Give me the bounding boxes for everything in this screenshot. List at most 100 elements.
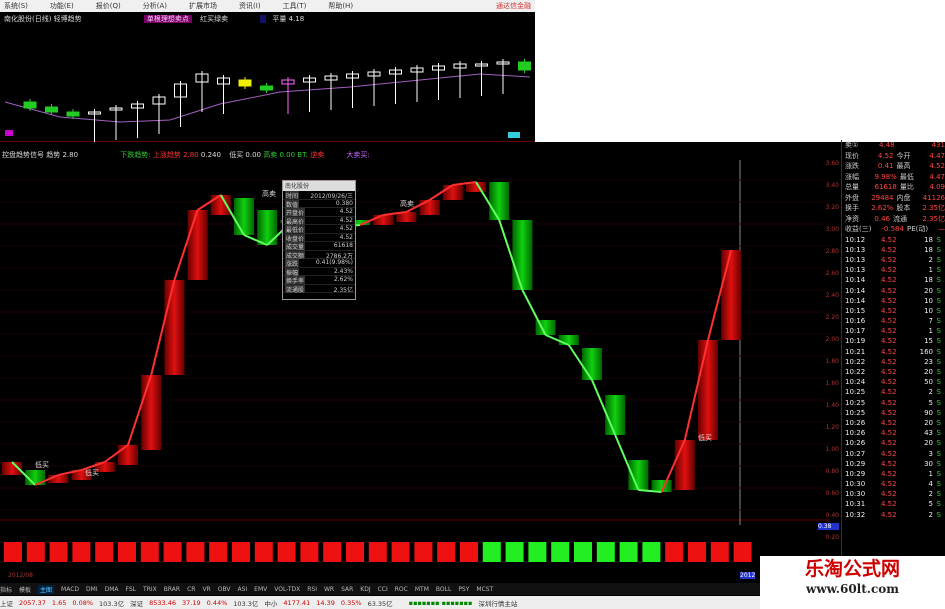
- tick-flag: S: [936, 408, 941, 417]
- tick-cell: 10:21: [845, 347, 866, 356]
- indicator-tab[interactable]: MCST: [476, 585, 494, 593]
- data-popup[interactable]: 南化股份 时间 2012/09/26/三 数值 0.380 开盘价 4.52 最高价 4.52…: [282, 180, 356, 300]
- server-name[interactable]: 深圳行情主站: [478, 599, 518, 608]
- main-indicator-chart[interactable]: 低买 低买 高卖 高卖 低买: [0, 160, 830, 525]
- up-bar: [442, 185, 463, 200]
- tick-cell: 4.52: [881, 439, 897, 448]
- quote-cell: 净资: [845, 214, 859, 223]
- down-bar: [628, 460, 649, 490]
- quote-cell: 4.52: [929, 162, 945, 171]
- tick-row: 10:13 4.52 18 S: [845, 245, 945, 255]
- daily-kline-chart[interactable]: 南化股份(日线) 轻博趋势 单根理想卖点 红买绿卖 平量 4.18: [0, 12, 535, 144]
- tick-flag: S: [936, 347, 941, 356]
- indicator-tab[interactable]: VR: [202, 585, 211, 593]
- menu-item[interactable]: 资讯(I): [239, 2, 261, 10]
- status-item: 103.3亿: [99, 599, 125, 608]
- indicator-tab[interactable]: CR: [187, 585, 196, 593]
- axis-label: 3.20: [825, 204, 839, 211]
- indicator-tab[interactable]: BOLL: [435, 585, 452, 593]
- trend-line-segment: [219, 194, 245, 236]
- tick-row: 10:26 4.52 20 S: [845, 418, 945, 428]
- quote-cell: 涨跌: [845, 162, 859, 171]
- indicator-tab[interactable]: RSI: [307, 585, 317, 593]
- indicator-tab[interactable]: DMI: [86, 585, 98, 593]
- popup-value: 0.41(9.98%): [315, 259, 353, 266]
- trend-line-segment: [475, 181, 501, 221]
- popup-row: 换手率 2.62%: [283, 276, 355, 285]
- indicator-tab[interactable]: OBV: [217, 585, 231, 593]
- tick-cell: 10: [924, 306, 933, 315]
- tick-cell: 50: [924, 378, 933, 387]
- tick-cell: 5: [928, 398, 933, 407]
- axis-marker: 0.38: [818, 523, 839, 530]
- tick-cell: 4.52: [881, 408, 897, 417]
- indicator-tab[interactable]: DMA: [104, 585, 119, 593]
- top-candle: [88, 111, 101, 115]
- quote-cell: 4.47: [929, 172, 945, 181]
- buy-signal-block: [72, 542, 91, 562]
- indicator-tab[interactable]: TRIX: [143, 585, 157, 593]
- indicator-tab[interactable]: FSL: [125, 585, 137, 593]
- indicator-tab[interactable]: 模板: [19, 586, 32, 594]
- buy-signal-block: [346, 542, 364, 562]
- indicator-tab[interactable]: ASI: [237, 585, 248, 593]
- axis-label: 1.00: [825, 446, 839, 453]
- popup-row: 振幅 2.43%: [283, 267, 355, 277]
- indicator-tab[interactable]: SAR: [341, 585, 354, 593]
- quote-cell: 0.41: [877, 162, 894, 171]
- indicator-tab[interactable]: WR: [323, 585, 335, 593]
- top-candle: [260, 85, 273, 91]
- menu-item[interactable]: 功能(E): [49, 2, 74, 10]
- tick-cell: 10:19: [845, 337, 866, 346]
- tick-row: 10:25 4.52 2 S: [845, 387, 945, 397]
- menu-item[interactable]: 分析(A): [142, 2, 168, 10]
- tick-cell: 4.52: [881, 317, 897, 326]
- quote-row: 涨幅 9.98% 最低 4.47: [845, 172, 945, 183]
- indicator-tab[interactable]: 主图: [38, 584, 55, 594]
- menu-item[interactable]: 扩展市场: [189, 2, 218, 10]
- indicator-tab[interactable]: ROC: [394, 585, 408, 593]
- indicator-big: 大卖买:: [346, 151, 370, 159]
- indicator-tab[interactable]: 指标: [0, 586, 13, 594]
- indicator-tab[interactable]: PSY: [458, 585, 470, 593]
- trend-line-segment: [405, 199, 431, 213]
- indicator-tab[interactable]: BRAR: [163, 585, 181, 593]
- indicator-header: 控盘趋势信号 趋势 2.80 下跌趋势: 上涨趋势 2.80 0.240 低买 …: [2, 150, 370, 160]
- quote-cell: 内盘: [896, 193, 911, 202]
- tick-flag: S: [936, 266, 941, 275]
- sell-signal-block: [596, 542, 615, 562]
- indicator-tab[interactable]: KDJ: [360, 585, 371, 593]
- menu-item[interactable]: 工具(T): [282, 2, 307, 10]
- indicator-tab[interactable]: MTM: [414, 585, 429, 593]
- up-bar: [118, 445, 138, 465]
- top-candle: [45, 106, 58, 113]
- menu-item[interactable]: 帮助(H): [328, 2, 354, 10]
- tick-cell: 10:12: [845, 235, 866, 244]
- tick-row: 10:25 4.52 90 S: [845, 408, 945, 418]
- tick-cell: 7: [928, 317, 933, 326]
- axis-label: 0.80: [825, 468, 839, 475]
- signal-label: 高卖: [400, 199, 414, 208]
- indicator-tab[interactable]: CCI: [377, 585, 388, 593]
- popup-key: 数值: [285, 199, 300, 209]
- tick-list[interactable]: 10:12 4.52 18 S 10:13 4.52 18 S 10:13 4.52 2 S 10:13…: [845, 235, 945, 520]
- indicator-tab[interactable]: MACD: [61, 585, 80, 593]
- menu-item[interactable]: 报价(Q): [95, 2, 121, 10]
- top-candle: [195, 73, 209, 83]
- popup-key: 最高价: [285, 216, 306, 226]
- indicator-tab[interactable]: VOL-TDX: [274, 585, 301, 593]
- tick-cell: 10:31: [845, 500, 866, 509]
- tick-cell: 10:32: [845, 510, 866, 519]
- trend-line-segment: [591, 379, 617, 436]
- quote-cell: 431: [931, 141, 945, 150]
- up-bar: [187, 210, 208, 280]
- top-candle: [217, 77, 230, 85]
- menu-item[interactable]: 系统(S): [4, 2, 28, 10]
- price-axis: 0.38 3.60 3.40 3.20 3.00 2.80 2.60 2.40 2.20 2.0…: [818, 140, 842, 580]
- indicator-tab[interactable]: EMV: [254, 585, 268, 593]
- tick-flag: S: [936, 439, 941, 448]
- tick-flag: S: [936, 388, 941, 397]
- tick-cell: 4.52: [881, 449, 897, 458]
- tick-cell: 4: [928, 480, 933, 489]
- trend-line-segment: [58, 469, 82, 476]
